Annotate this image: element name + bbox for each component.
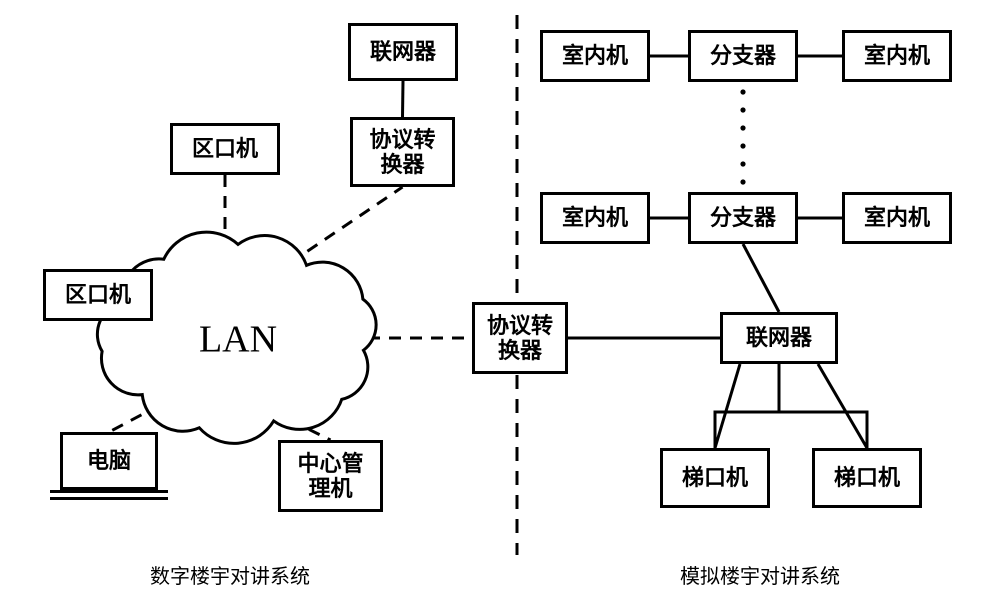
stair-l-box: 梯口机 bbox=[660, 448, 770, 508]
center-mgr-label: 中心管理机 bbox=[297, 451, 363, 502]
indoor-tl-box: 室内机 bbox=[540, 30, 650, 82]
stair-r-box: 梯口机 bbox=[812, 448, 922, 508]
protocol-mid-label: 协议转换器 bbox=[487, 313, 553, 364]
computer-label: 电脑 bbox=[87, 448, 131, 473]
indoor-tr-label: 室内机 bbox=[864, 43, 930, 68]
indoor-ml-box: 室内机 bbox=[540, 192, 650, 244]
computer-box: 电脑 bbox=[60, 432, 158, 490]
branch-t-label: 分支器 bbox=[710, 43, 776, 68]
indoor-ml-label: 室内机 bbox=[562, 205, 628, 230]
center-mgr-box: 中心管理机 bbox=[278, 440, 383, 512]
indoor-mr-label: 室内机 bbox=[864, 205, 930, 230]
indoor-mr-box: 室内机 bbox=[842, 192, 952, 244]
networker-top-box: 联网器 bbox=[348, 23, 458, 81]
protocol-mid-box: 协议转换器 bbox=[472, 302, 568, 374]
protocol-top-box: 协议转换器 bbox=[350, 117, 455, 187]
branch-m-label: 分支器 bbox=[710, 205, 776, 230]
area-unit-1-label: 区口机 bbox=[192, 136, 258, 161]
area-unit-2-box: 区口机 bbox=[43, 269, 153, 321]
networker-mid-box: 联网器 bbox=[720, 312, 838, 364]
computer-base bbox=[50, 490, 168, 500]
networker-top-label: 联网器 bbox=[370, 39, 436, 64]
protocol-top-label: 协议转换器 bbox=[369, 127, 435, 178]
indoor-tr-box: 室内机 bbox=[842, 30, 952, 82]
caption-left: 数字楼宇对讲系统 bbox=[150, 560, 310, 589]
indoor-tl-label: 室内机 bbox=[562, 43, 628, 68]
stair-r-label: 梯口机 bbox=[834, 465, 900, 490]
branch-m-box: 分支器 bbox=[688, 192, 798, 244]
stair-l-label: 梯口机 bbox=[682, 465, 748, 490]
networker-mid-label: 联网器 bbox=[746, 325, 812, 350]
area-unit-2-label: 区口机 bbox=[65, 282, 131, 307]
svg-text:LAN: LAN bbox=[199, 318, 277, 360]
branch-t-box: 分支器 bbox=[688, 30, 798, 82]
area-unit-1-box: 区口机 bbox=[170, 123, 280, 175]
caption-right: 模拟楼宇对讲系统 bbox=[680, 560, 840, 589]
